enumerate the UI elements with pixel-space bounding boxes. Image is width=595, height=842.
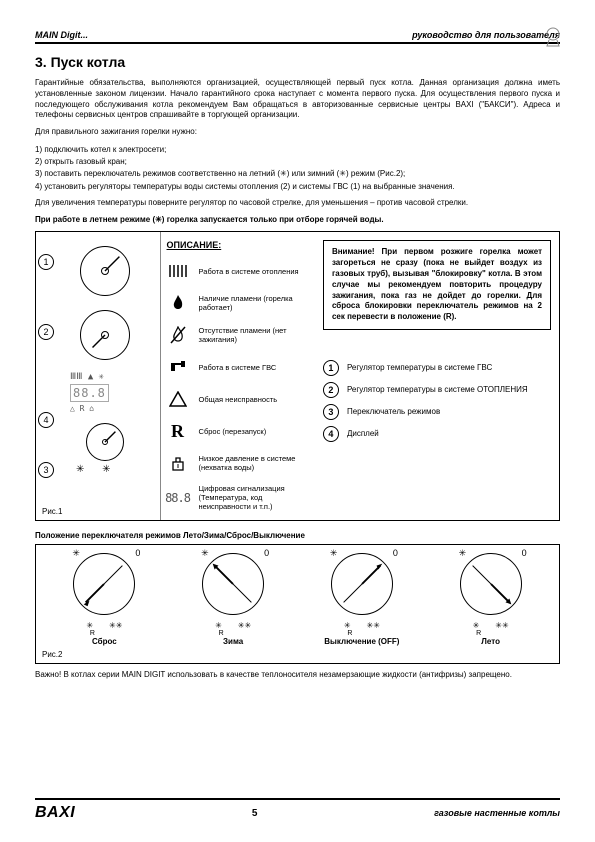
callout-3: 3 [38,462,54,478]
header-model: MAIN Digit... [35,30,88,40]
legend-num-1: 1 [323,360,339,376]
fig1-label: Рис.1 [42,507,62,516]
figure-2: ✳ 0 ✳✳✳ R Сброс ✳ 0 ✳✳✳ R Зима ✳ 0 ✳✳✳ R… [35,544,560,664]
legend-row-3: 3 Переключатель режимов [323,404,551,420]
callout-1: 1 [38,254,54,270]
radiator-icon [167,260,189,282]
legend-text-2: Регулятор температуры в системе ОТОПЛЕНИ… [347,385,528,394]
desc-row-tap: Работа в системе ГВС [167,356,309,378]
desc-row-noflame: Отсутствие пламени (нет зажигания) [167,324,309,346]
steps-intro: Для правильного зажигания горелки нужно: [35,127,560,138]
fig2-heading: Положение переключателя режимов Лето/Зим… [35,531,560,540]
mode-summer-dial: ✳ 0 [460,553,522,615]
mode-summer-name: Лето [481,637,500,646]
figure-1: 1 2 3 4 ⅢⅢ ▲ ✳ 88.8 △ R ⌂ ✳ ✳ ОПИСАНИЕ: [35,231,560,521]
para-rotate: Для увеличения температуры поверните рег… [35,198,560,209]
desc-text-digits: Цифровая сигнализация (Температура, код … [199,484,309,511]
lcd-display: 88.8 [70,384,156,402]
mode-winter-name: Зима [223,637,243,646]
mode-winter: ✳ 0 ✳✳✳ R Зима [173,553,293,646]
dial-dhw [80,246,130,296]
step-1: 1) подключить котел к электросети; [35,144,560,155]
noflame-icon [167,324,189,346]
dial-heating [80,310,130,360]
desc-text-tap: Работа в системе ГВС [199,363,277,372]
desc-text-fault: Общая неисправность [199,395,278,404]
mode-winter-dial: ✳ 0 [202,553,264,615]
warning-column: Внимание! При первом розжиге горелка мож… [315,232,559,520]
step-3: 3) поставить переключатель режимов соотв… [35,168,560,179]
desc-text-pressure: Низкое давление в системе (нехватка воды… [199,454,309,472]
lcd-icons-row2: △ R ⌂ [70,404,156,413]
legend-row-4: 4 Дисплей [323,426,551,442]
header-rule [35,42,560,44]
callout-2: 2 [38,324,54,340]
panel-diagram: 1 2 3 4 ⅢⅢ ▲ ✳ 88.8 △ R ⌂ ✳ ✳ [36,232,161,520]
mode-marks-3: ✳✳✳ [344,621,380,630]
mode-reset: ✳ 0 ✳✳✳ R Сброс [44,553,164,646]
mode-marks-2: ✳✳✳ [215,621,251,630]
legend-row-1: 1 Регулятор температуры в системе ГВС [323,360,551,376]
legend-num-2: 2 [323,382,339,398]
desc-row-digits: 88.8 Цифровая сигнализация (Температура,… [167,484,309,511]
page-header: MAIN Digit... руководство для пользовате… [35,30,560,40]
mode-marks-4: ✳✳✳ [473,621,509,630]
footer-product-line: газовые настенные котлы [434,808,560,818]
digits-icon: 88.8 [167,487,189,509]
step-4: 4) установить регуляторы температуры вод… [35,181,560,192]
mode-marks-1: ✳✳✳ [86,621,122,630]
footer-rule [35,798,560,800]
legend-text-1: Регулятор температуры в системе ГВС [347,363,492,372]
footer-page-number: 5 [252,808,258,819]
footer-brand: BAXI [35,804,75,822]
important-note: Важно! В котлах серии MAIN DIGIT использ… [35,670,560,680]
legend-text-3: Переключатель режимов [347,407,440,416]
callout-4: 4 [38,412,54,428]
step-2: 2) открыть газовый кран; [35,156,560,167]
desc-text-flame: Наличие пламени (горелка работает) [199,294,309,312]
mode-reset-dial: ✳ 0 [73,553,135,615]
flame-icon [167,292,189,314]
desc-text-noflame: Отсутствие пламени (нет зажигания) [199,326,309,344]
legend-num-4: 4 [323,426,339,442]
description-column: ОПИСАНИЕ: Работа в системе отопления Нал… [161,232,315,520]
triangle-icon [167,388,189,410]
legend-text-4: Дисплей [347,429,379,438]
warning-box: Внимание! При первом розжиге горелка мож… [323,240,551,330]
para-summer: При работе в летнем режиме (✳) горелка з… [35,215,560,226]
legend-row-2: 2 Регулятор температуры в системе ОТОПЛЕ… [323,382,551,398]
mode-off: ✳ 0 ✳✳✳ R Выключение (OFF) [302,553,422,646]
intro-paragraph: Гарантийные обязательства, выполняются о… [35,78,560,121]
steps-list: 1) подключить котел к электросети; 2) от… [35,144,560,192]
lcd-icons-row: ⅢⅢ ▲ ✳ [70,372,156,382]
header-logo-icon [541,24,565,48]
pressure-icon [167,452,189,474]
mode-summer: ✳ 0 ✳✳✳ R Лето [431,553,551,646]
desc-row-radiator: Работа в системе отопления [167,260,309,282]
dial-mode-marks: ✳ ✳ [76,465,156,475]
mode-off-dial: ✳ 0 [331,553,393,615]
mode-off-name: Выключение (OFF) [324,637,399,646]
header-subtitle: руководство для пользователя [412,30,560,40]
legend-num-3: 3 [323,404,339,420]
section-title: 3. Пуск котла [35,54,560,70]
fig2-label: Рис.2 [42,650,62,659]
desc-text-reset: Сброс (перезапуск) [199,427,267,436]
dial-mode [86,423,124,461]
legend-list: 1 Регулятор температуры в системе ГВС 2 … [323,360,551,448]
desc-row-pressure: Низкое давление в системе (нехватка воды… [167,452,309,474]
desc-row-flame: Наличие пламени (горелка работает) [167,292,309,314]
desc-text-radiator: Работа в системе отопления [199,267,299,276]
desc-heading: ОПИСАНИЕ: [167,240,309,250]
reset-icon: R [167,420,189,442]
desc-row-reset: R Сброс (перезапуск) [167,420,309,442]
desc-row-fault: Общая неисправность [167,388,309,410]
page-footer: BAXI 5 газовые настенные котлы [35,798,560,822]
mode-reset-name: Сброс [92,637,117,646]
tap-icon [167,356,189,378]
